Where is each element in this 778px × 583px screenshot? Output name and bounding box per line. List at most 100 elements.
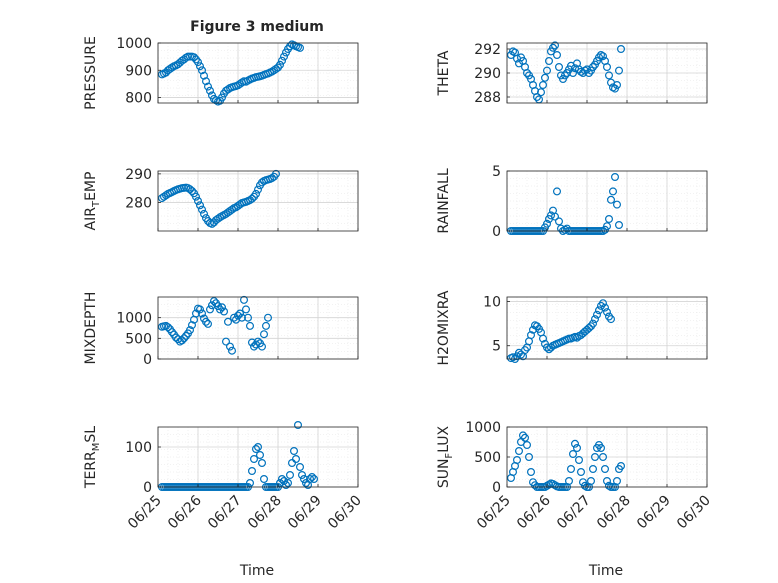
y-axis-label: H2OMIXRA xyxy=(436,290,452,365)
data-point xyxy=(200,209,209,218)
data-point xyxy=(218,303,227,312)
data-point xyxy=(606,195,615,204)
data-point xyxy=(278,56,287,65)
data-point xyxy=(272,64,281,73)
data-point xyxy=(550,212,559,221)
data-point xyxy=(572,333,581,342)
data-point xyxy=(248,194,257,203)
data-point xyxy=(162,191,171,200)
data-point xyxy=(308,473,317,482)
data-point xyxy=(204,82,213,91)
y-tick-label: 500 xyxy=(125,331,152,347)
y-axis-label: MIXDEPTH xyxy=(83,292,99,365)
data-point xyxy=(548,43,557,52)
data-point xyxy=(202,77,211,86)
data-point xyxy=(554,62,563,71)
subplot-6: 5 10 H2OMIXRA xyxy=(436,290,708,366)
data-point xyxy=(206,305,215,314)
data-point xyxy=(552,50,561,59)
data-point xyxy=(168,328,177,337)
data-point xyxy=(238,313,247,322)
y-tick-label: 290 xyxy=(474,66,501,82)
y-axis-label: THETA xyxy=(436,50,452,96)
data-point xyxy=(216,305,225,314)
data-point xyxy=(280,52,289,61)
data-point xyxy=(610,173,619,182)
data-point xyxy=(604,215,613,224)
data-point xyxy=(574,456,583,465)
data-point xyxy=(542,219,551,228)
data-point xyxy=(552,187,561,196)
y-tick-label: 292 xyxy=(474,42,501,58)
data-point xyxy=(560,71,569,80)
data-point xyxy=(614,66,623,75)
subplot-4: 0 5 RAINFALL xyxy=(436,164,708,240)
data-point xyxy=(514,447,523,456)
data-point xyxy=(614,221,623,230)
data-point xyxy=(554,217,563,226)
data-point xyxy=(598,453,607,462)
data-point xyxy=(218,93,227,102)
data-point xyxy=(258,342,267,351)
data-point xyxy=(546,211,555,220)
x-axis-label-right: Time xyxy=(588,563,623,579)
data-point xyxy=(616,462,625,471)
data-point xyxy=(180,334,189,343)
data-point xyxy=(602,222,611,231)
data-point xyxy=(250,342,259,351)
data-point xyxy=(206,86,215,95)
data-point xyxy=(196,62,205,71)
data-point xyxy=(512,456,521,465)
data-point xyxy=(234,311,243,320)
data-point xyxy=(268,67,277,76)
y-tick-label: 0 xyxy=(492,480,501,496)
y-tick-label: 288 xyxy=(474,90,501,106)
y-tick-label: 0 xyxy=(143,480,152,496)
data-point xyxy=(192,309,201,318)
data-point xyxy=(198,309,207,318)
data-point xyxy=(236,309,245,318)
data-point xyxy=(310,475,319,484)
x-axis-label-left: Time xyxy=(239,563,274,579)
data-point xyxy=(568,450,577,459)
axes-box xyxy=(157,42,359,104)
data-point xyxy=(186,185,195,194)
data-point xyxy=(598,299,607,308)
data-point xyxy=(522,68,531,77)
data-point xyxy=(588,319,597,328)
data-point xyxy=(194,58,203,67)
data-point xyxy=(556,224,565,233)
data-point xyxy=(516,350,525,359)
data-point xyxy=(522,441,531,450)
data-point xyxy=(542,66,551,75)
axes-box xyxy=(157,426,359,488)
data-point xyxy=(298,471,307,480)
data-point xyxy=(188,321,197,330)
y-tick-label: 5 xyxy=(492,164,501,180)
subplot-3: 280 290 AIRTEMP xyxy=(83,167,359,232)
data-point xyxy=(228,346,237,355)
data-point xyxy=(260,475,269,484)
data-point xyxy=(532,92,541,101)
data-point xyxy=(590,315,599,324)
data-point xyxy=(188,187,197,196)
data-point xyxy=(278,475,287,484)
y-tick-label: 280 xyxy=(125,195,152,211)
data-point xyxy=(198,205,207,214)
data-point xyxy=(230,313,239,322)
axes-box xyxy=(506,296,708,360)
data-point xyxy=(254,337,263,346)
data-point xyxy=(268,174,277,183)
data-point xyxy=(202,317,211,326)
data-point xyxy=(544,56,553,65)
data-point xyxy=(604,71,613,80)
data-point xyxy=(256,451,265,460)
data-point xyxy=(252,445,261,454)
data-point xyxy=(260,330,269,339)
data-point xyxy=(272,169,281,178)
data-point xyxy=(546,343,555,352)
data-point xyxy=(222,86,231,95)
data-point xyxy=(246,321,255,330)
y-tick-label: 1000 xyxy=(465,420,501,436)
